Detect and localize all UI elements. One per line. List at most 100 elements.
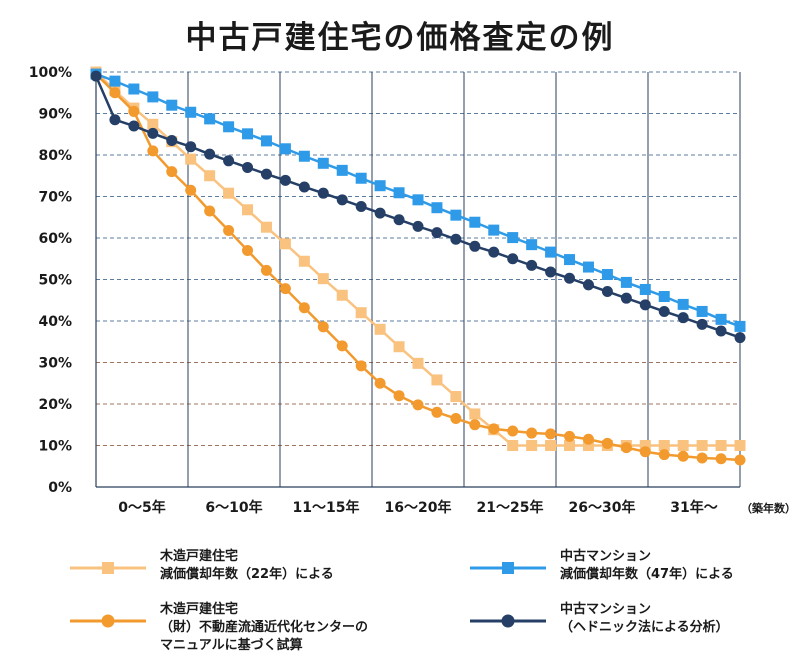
data-point — [260, 168, 272, 180]
data-point — [507, 253, 519, 265]
data-point — [507, 425, 519, 437]
data-point — [734, 440, 746, 451]
series-line — [95, 71, 740, 447]
x-tick-label: 11～15年 — [293, 499, 360, 516]
series-0 — [90, 66, 746, 451]
data-point — [488, 423, 500, 435]
data-point — [336, 340, 348, 352]
data-point — [658, 305, 670, 317]
data-point — [507, 232, 519, 244]
data-point — [734, 454, 746, 466]
data-point — [223, 225, 235, 237]
data-point — [109, 114, 121, 126]
x-tick-label: 0～5年 — [118, 499, 165, 516]
data-point — [734, 320, 746, 332]
y-tick-label: 60% — [38, 231, 72, 247]
data-point — [393, 214, 405, 226]
data-point — [298, 181, 310, 193]
y-tick-label: 40% — [38, 314, 72, 330]
data-point — [715, 440, 727, 451]
series-2 — [90, 68, 746, 332]
data-point — [147, 145, 159, 157]
data-point — [545, 266, 557, 278]
axes — [95, 72, 741, 488]
data-point — [298, 302, 310, 314]
data-point — [620, 292, 632, 304]
data-point — [393, 390, 405, 402]
data-point — [715, 453, 727, 465]
data-point — [374, 323, 386, 335]
data-point — [374, 207, 386, 219]
data-point — [128, 83, 140, 95]
legend-label: 木造戸建住宅 （財）不動産流通近代化センターの マニュアルに基づく試算 — [160, 602, 369, 653]
legend-label: 木造戸建住宅 減価償却年数（22年）による — [160, 549, 334, 582]
data-point — [677, 440, 689, 451]
x-tick-label: 21～25年 — [477, 499, 544, 516]
y-tick-label: 50% — [38, 273, 72, 289]
x-tick-label: 26～30年 — [569, 499, 636, 516]
data-point — [696, 318, 708, 330]
data-point — [412, 357, 424, 369]
data-point — [355, 360, 367, 372]
data-point — [658, 291, 670, 303]
legend-item-mansion-depreciation: 中古マンション 減価償却年数（47年）による — [470, 548, 800, 598]
data-point — [128, 105, 140, 117]
data-point — [242, 128, 254, 140]
data-point — [715, 313, 727, 325]
category-dividers — [187, 72, 649, 487]
data-point — [639, 283, 651, 295]
data-point — [109, 87, 121, 99]
data-point — [526, 239, 538, 251]
data-point — [658, 449, 670, 461]
data-point — [204, 148, 216, 160]
data-point — [374, 180, 386, 192]
data-point — [450, 233, 462, 245]
data-point — [677, 298, 689, 310]
data-point — [260, 135, 272, 147]
data-point — [469, 419, 481, 431]
x-tick-label: 16～20年 — [385, 499, 452, 516]
data-point — [279, 143, 291, 155]
y-tick-label: 90% — [38, 107, 72, 123]
data-point — [469, 240, 481, 252]
data-point — [696, 440, 708, 451]
data-point — [355, 307, 367, 319]
data-point — [431, 227, 443, 239]
data-point — [715, 325, 727, 337]
data-point — [336, 164, 348, 176]
data-point — [601, 437, 613, 449]
data-point — [696, 452, 708, 464]
data-point — [317, 157, 329, 169]
data-point — [185, 153, 197, 165]
data-point — [223, 155, 235, 167]
data-point — [242, 204, 254, 216]
data-point — [166, 134, 178, 146]
data-point — [223, 121, 235, 133]
data-point — [450, 209, 462, 221]
data-point — [109, 75, 121, 87]
data-point — [147, 127, 159, 139]
data-point — [242, 161, 254, 173]
data-point — [242, 244, 254, 256]
data-point — [450, 413, 462, 425]
data-point — [620, 442, 632, 454]
y-tick-label: 20% — [38, 397, 72, 413]
data-point — [639, 446, 651, 458]
data-point — [355, 200, 367, 212]
data-point — [658, 440, 670, 451]
data-point — [128, 120, 140, 132]
data-point — [298, 150, 310, 162]
data-point — [526, 427, 538, 439]
data-point — [507, 440, 519, 451]
data-point — [204, 113, 216, 125]
data-point — [185, 184, 197, 196]
data-point — [204, 170, 216, 182]
data-point — [488, 246, 500, 258]
x-unit-label: （築年数） — [741, 501, 796, 515]
y-tick-label: 10% — [38, 439, 72, 455]
data-point — [90, 70, 102, 82]
data-point — [147, 91, 159, 103]
x-tick-label: 6～10年 — [205, 499, 262, 516]
data-point — [564, 430, 576, 442]
data-point — [469, 216, 481, 228]
